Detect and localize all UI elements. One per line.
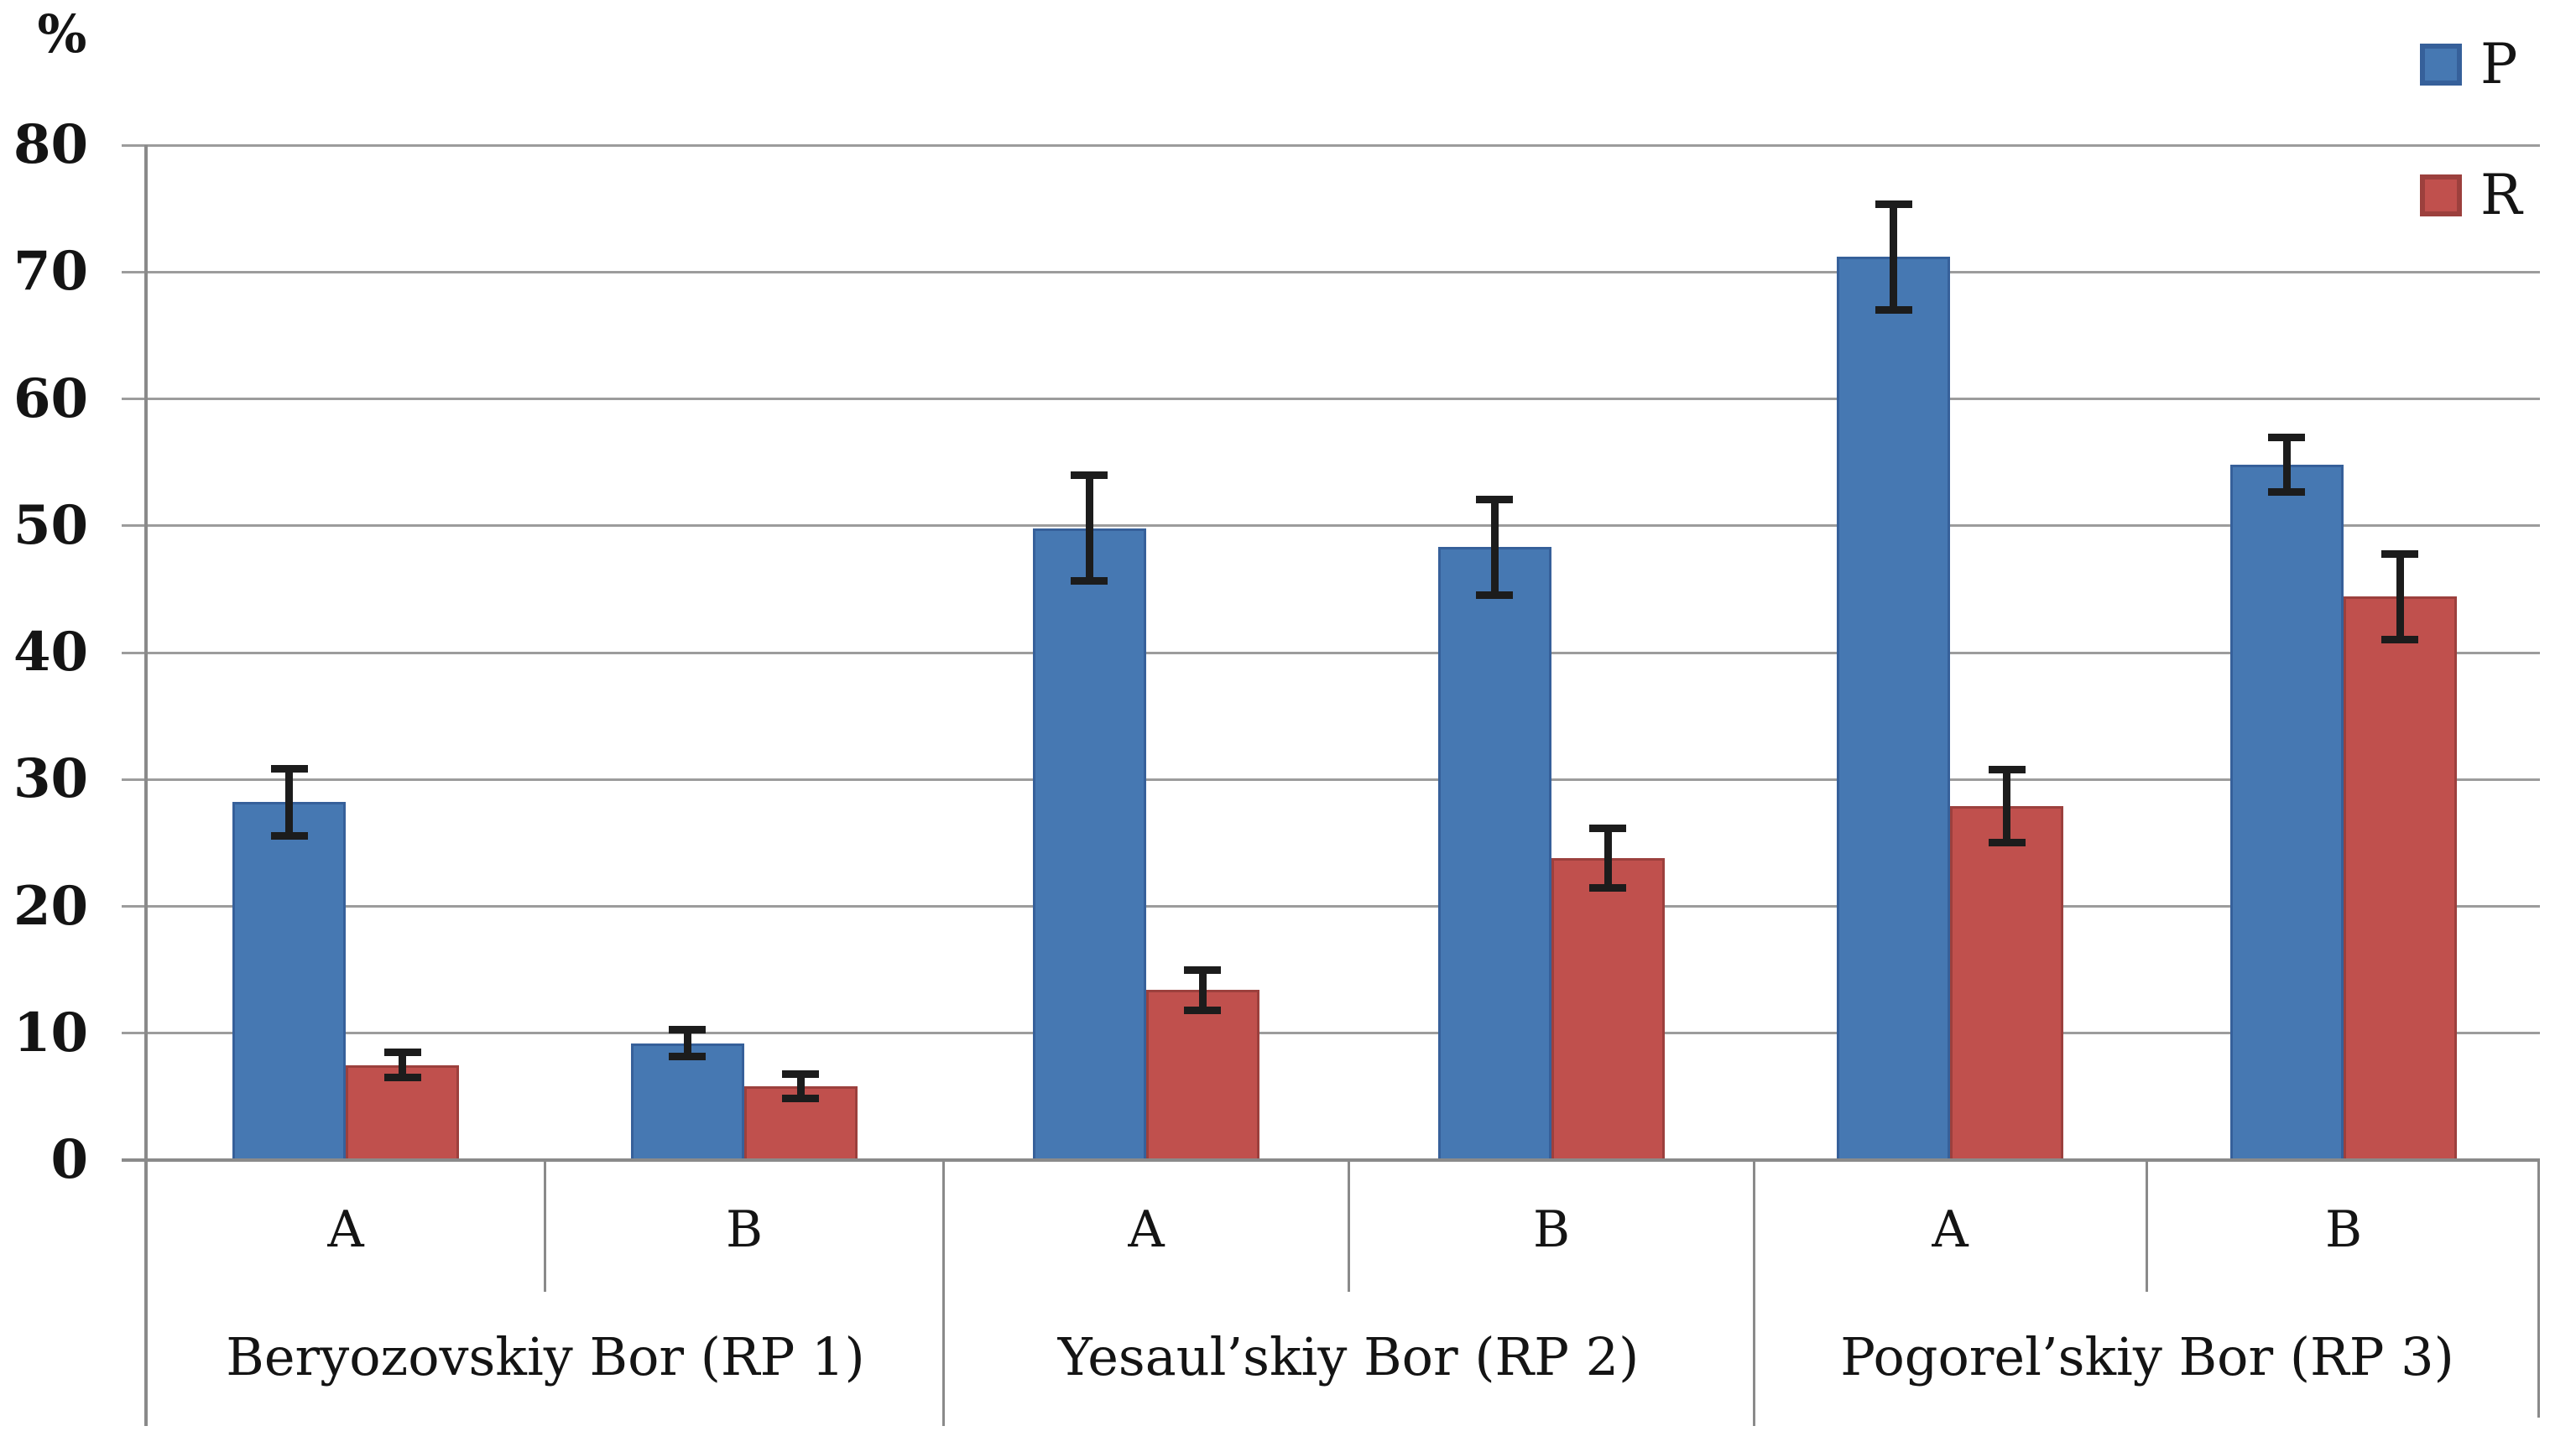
error-bar-cap-bottom xyxy=(1989,839,2026,846)
subgroup-label-Beryozovskiy Bor (RP 1)-A: A xyxy=(327,1200,364,1259)
error-bar-cap-top xyxy=(1476,496,1513,503)
group-label-Yesaul’skiy Bor (RP 2): Yesaul’skiy Bor (RP 2) xyxy=(1057,1326,1640,1387)
error-bar-cap-top xyxy=(1184,966,1221,974)
error-bar-P-Beryozovskiy Bor (RP 1)-B xyxy=(684,1032,691,1054)
error-bar-P-Yesaul’skiy Bor (RP 2)-B xyxy=(1491,502,1499,593)
error-bar-R-Yesaul’skiy Bor (RP 2)-A xyxy=(1199,972,1207,1007)
bar-P-Pogorel’skiy Bor (RP 3)-B xyxy=(2230,465,2344,1160)
error-bar-cap-bottom xyxy=(271,832,308,840)
group-label-Pogorel’skiy Bor (RP 3): Pogorel’skiy Bor (RP 3) xyxy=(1840,1326,2454,1387)
group-label-Beryozovskiy Bor (RP 1): Beryozovskiy Bor (RP 1) xyxy=(226,1326,865,1387)
subgroup-label-Pogorel’skiy Bor (RP 3)-A: A xyxy=(1932,1200,1969,1259)
bar-P-Pogorel’skiy Bor (RP 3)-A xyxy=(1837,257,1950,1160)
y-axis-line xyxy=(144,145,148,1426)
bar-R-Pogorel’skiy Bor (RP 3)-B xyxy=(2344,596,2457,1160)
error-bar-cap-bottom xyxy=(782,1095,819,1102)
error-bar-cap-top xyxy=(384,1049,421,1056)
gridline-40 xyxy=(122,652,2540,654)
y-tick-label-80: 80 xyxy=(13,113,88,176)
x-axis-baseline xyxy=(122,1158,2540,1162)
gridline-30 xyxy=(122,778,2540,781)
group-divider-2 xyxy=(1753,1160,1755,1426)
error-bar-cap-bottom xyxy=(2381,636,2418,643)
error-bar-cap-bottom xyxy=(1184,1007,1221,1014)
error-bar-cap-bottom xyxy=(1071,577,1108,585)
gridline-70 xyxy=(122,271,2540,273)
error-bar-P-Pogorel’skiy Bor (RP 3)-B xyxy=(2283,440,2291,491)
error-bar-cap-top xyxy=(782,1070,819,1078)
y-tick-label-60: 60 xyxy=(13,367,88,430)
bar-R-Yesaul’skiy Bor (RP 2)-A xyxy=(1146,990,1259,1160)
error-bar-cap-bottom xyxy=(1875,306,1912,314)
error-bar-cap-top xyxy=(1875,200,1912,208)
subgroup-label-Yesaul’skiy Bor (RP 2)-B: B xyxy=(1532,1200,1571,1259)
legend-swatch-R xyxy=(2420,174,2462,216)
subgroup-label-Pogorel’skiy Bor (RP 3)-B: B xyxy=(2324,1200,2363,1259)
error-bar-cap-top xyxy=(271,765,308,773)
error-bar-P-Yesaul’skiy Bor (RP 2)-A xyxy=(1086,477,1093,579)
legend-item-P: P xyxy=(2420,37,2517,92)
y-tick-label-0: 0 xyxy=(50,1128,88,1191)
subgroup-label-Yesaul’skiy Bor (RP 2)-A: A xyxy=(1128,1200,1165,1259)
error-bar-R-Pogorel’skiy Bor (RP 3)-B xyxy=(2396,556,2404,638)
y-tick-label-10: 10 xyxy=(13,1002,88,1064)
bar-P-Beryozovskiy Bor (RP 1)-A xyxy=(232,802,346,1160)
y-tick-label-30: 30 xyxy=(13,747,88,810)
subgroup-divider-2 xyxy=(2146,1160,2148,1292)
error-bar-cap-top xyxy=(2268,434,2305,441)
error-bar-cap-bottom xyxy=(2268,488,2305,496)
group-divider-1 xyxy=(942,1160,945,1426)
y-tick-label-70: 70 xyxy=(13,240,88,303)
error-bar-cap-bottom xyxy=(1589,884,1626,892)
error-bar-cap-bottom xyxy=(1476,591,1513,599)
legend-swatch-P xyxy=(2420,44,2462,86)
error-bar-R-Beryozovskiy Bor (RP 1)-B xyxy=(797,1076,805,1096)
gridline-80 xyxy=(122,144,2540,147)
y-tick-label-40: 40 xyxy=(13,621,88,684)
gridline-20 xyxy=(122,905,2540,908)
subgroup-divider-0 xyxy=(544,1160,546,1292)
label-table-right-edge xyxy=(2537,1160,2540,1418)
error-bar-cap-top xyxy=(1071,471,1108,479)
bar-R-Yesaul’skiy Bor (RP 2)-B xyxy=(1551,858,1665,1160)
legend-label-P: P xyxy=(2480,32,2518,96)
error-bar-cap-top xyxy=(669,1026,706,1033)
error-bar-cap-top xyxy=(1989,766,2026,773)
error-bar-cap-bottom xyxy=(669,1053,706,1060)
error-bar-P-Beryozovskiy Bor (RP 1)-A xyxy=(285,771,293,835)
error-bar-R-Beryozovskiy Bor (RP 1)-A xyxy=(399,1054,406,1075)
y-tick-label-20: 20 xyxy=(13,875,88,938)
y-axis-unit-label: % xyxy=(37,3,87,65)
error-bar-cap-top xyxy=(1589,825,1626,832)
bar-R-Pogorel’skiy Bor (RP 3)-A xyxy=(1950,806,2063,1160)
error-bar-R-Pogorel’skiy Bor (RP 3)-A xyxy=(2003,772,2010,840)
error-bar-P-Pogorel’skiy Bor (RP 3)-A xyxy=(1890,206,1897,308)
gridline-60 xyxy=(122,398,2540,400)
gridline-10 xyxy=(122,1032,2540,1034)
legend-label-R: R xyxy=(2480,163,2522,227)
legend-item-R: R xyxy=(2420,168,2522,223)
error-bar-cap-bottom xyxy=(384,1074,421,1081)
bar-P-Yesaul’skiy Bor (RP 2)-B xyxy=(1438,547,1551,1160)
error-bar-R-Yesaul’skiy Bor (RP 2)-B xyxy=(1604,830,1612,887)
subgroup-label-Beryozovskiy Bor (RP 1)-B: B xyxy=(725,1200,764,1259)
y-tick-label-50: 50 xyxy=(13,494,88,557)
error-bar-cap-top xyxy=(2381,550,2418,558)
subgroup-divider-1 xyxy=(1348,1160,1350,1292)
gridline-50 xyxy=(122,524,2540,527)
